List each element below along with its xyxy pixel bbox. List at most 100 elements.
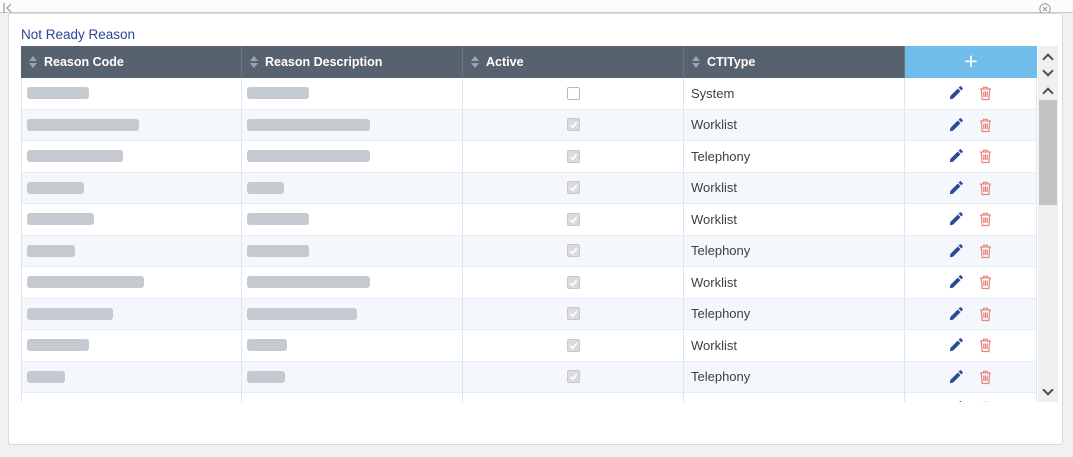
delete-button[interactable] bbox=[978, 274, 993, 290]
delete-button[interactable] bbox=[978, 400, 993, 402]
trash-icon bbox=[982, 401, 989, 402]
reason-code-cell bbox=[22, 267, 242, 298]
active-checkbox[interactable] bbox=[566, 149, 580, 163]
cti-type-value: Telephony bbox=[691, 306, 751, 322]
active-checkbox[interactable] bbox=[566, 275, 580, 289]
active-cell bbox=[463, 204, 684, 235]
pencil-icon bbox=[949, 243, 963, 257]
reason-description-redacted bbox=[247, 276, 370, 289]
sort-icon[interactable] bbox=[250, 56, 258, 68]
chevron-down-icon bbox=[1042, 384, 1054, 396]
checkmark-icon bbox=[569, 216, 577, 224]
active-checkbox[interactable] bbox=[566, 307, 580, 321]
page-title: Not Ready Reason bbox=[21, 27, 136, 42]
delete-button[interactable] bbox=[978, 148, 993, 164]
edit-button[interactable] bbox=[948, 243, 964, 259]
column-header-reason-code[interactable]: Reason Code bbox=[21, 46, 242, 78]
reason-description-redacted bbox=[247, 213, 309, 226]
delete-button[interactable] bbox=[978, 85, 993, 101]
delete-button[interactable] bbox=[978, 211, 993, 227]
scrollbar-thumb[interactable] bbox=[1039, 100, 1057, 205]
column-header-reason-description[interactable]: Reason Description bbox=[242, 46, 463, 78]
cti-type-cell: Worklist bbox=[684, 172, 905, 203]
column-header-label: Active bbox=[486, 55, 524, 69]
pencil-icon bbox=[949, 117, 963, 131]
edit-button[interactable] bbox=[948, 85, 964, 101]
pencil-icon bbox=[959, 401, 962, 402]
active-checkbox[interactable] bbox=[566, 212, 580, 226]
checkmark-icon bbox=[569, 342, 577, 350]
edit-button[interactable] bbox=[948, 274, 964, 290]
pencil-icon bbox=[949, 338, 963, 352]
delete-button[interactable] bbox=[978, 180, 993, 196]
reason-description-text: i. bbox=[248, 401, 255, 402]
sort-icon[interactable] bbox=[29, 56, 37, 68]
active-cell bbox=[463, 172, 684, 203]
edit-button[interactable] bbox=[948, 180, 964, 196]
add-reason-button[interactable]: + bbox=[905, 46, 1037, 78]
active-checkbox[interactable] bbox=[566, 181, 580, 195]
table-row: il. ili i. il bbox=[22, 393, 1037, 402]
column-header-label: CTIType bbox=[707, 55, 756, 69]
delete-button[interactable] bbox=[978, 369, 993, 385]
sort-icon[interactable] bbox=[692, 56, 700, 68]
checkmark-icon bbox=[569, 279, 577, 287]
pencil-icon bbox=[949, 180, 963, 194]
cti-type-cell: Telephony bbox=[684, 235, 905, 266]
cti-type-cell: Telephony bbox=[684, 298, 905, 329]
reason-code-redacted bbox=[27, 276, 144, 289]
delete-button[interactable] bbox=[978, 306, 993, 322]
scroll-down-button[interactable] bbox=[1038, 65, 1058, 81]
edit-button[interactable] bbox=[948, 369, 964, 385]
scroll-up-button[interactable] bbox=[1038, 49, 1058, 65]
checkmark-icon bbox=[569, 153, 577, 161]
cti-type-value: Telephony bbox=[691, 369, 751, 385]
table-scrollbar bbox=[1038, 46, 1058, 402]
pencil-icon bbox=[949, 369, 963, 383]
active-cell bbox=[463, 393, 684, 402]
cti-type-cell: Worklist bbox=[684, 109, 905, 140]
edit-button[interactable] bbox=[948, 400, 964, 402]
column-header-label: Reason Code bbox=[44, 55, 124, 69]
checkmark-icon bbox=[569, 247, 577, 255]
active-checkbox[interactable] bbox=[566, 118, 580, 132]
trash-icon bbox=[980, 212, 991, 227]
reason-description-cell bbox=[242, 172, 463, 203]
scrollbar-up-arrow[interactable] bbox=[1038, 83, 1058, 99]
reason-description-redacted bbox=[247, 87, 309, 100]
edit-button[interactable] bbox=[948, 337, 964, 353]
edit-button[interactable] bbox=[948, 148, 964, 164]
active-checkbox[interactable] bbox=[566, 338, 580, 352]
column-header-ctitype[interactable]: CTIType bbox=[684, 46, 905, 78]
active-checkbox[interactable] bbox=[566, 370, 580, 384]
reason-description-cell bbox=[242, 109, 463, 140]
checkmark-icon bbox=[569, 184, 577, 192]
active-checkbox[interactable] bbox=[566, 86, 580, 100]
reason-description-cell: i. bbox=[242, 393, 463, 402]
cti-type-value: Worklist bbox=[691, 117, 737, 133]
collapse-left-icon[interactable] bbox=[2, 1, 14, 13]
reason-code-text: il. ili bbox=[28, 401, 50, 402]
sort-icon[interactable] bbox=[471, 56, 479, 68]
active-cell bbox=[463, 235, 684, 266]
chevron-down-icon bbox=[1042, 65, 1054, 77]
table-row: Telephony bbox=[22, 141, 1037, 173]
delete-button[interactable] bbox=[978, 117, 993, 133]
reason-code-cell bbox=[22, 172, 242, 203]
reason-description-redacted bbox=[247, 181, 284, 194]
actions-cell bbox=[905, 298, 1037, 329]
edit-button[interactable] bbox=[948, 211, 964, 227]
edit-button[interactable] bbox=[948, 306, 964, 322]
reason-code-redacted bbox=[27, 307, 113, 320]
trash-icon bbox=[980, 244, 991, 258]
column-header-active[interactable]: Active bbox=[463, 46, 684, 78]
reason-code-redacted bbox=[27, 181, 84, 194]
delete-button[interactable] bbox=[978, 243, 993, 259]
active-checkbox[interactable] bbox=[566, 244, 580, 258]
scrollbar-down-arrow[interactable] bbox=[1038, 384, 1058, 400]
delete-button[interactable] bbox=[978, 337, 993, 353]
checkmark-icon bbox=[569, 373, 577, 381]
reason-code-redacted bbox=[27, 244, 75, 257]
edit-button[interactable] bbox=[948, 117, 964, 133]
cti-type-value: Telephony bbox=[691, 243, 751, 259]
